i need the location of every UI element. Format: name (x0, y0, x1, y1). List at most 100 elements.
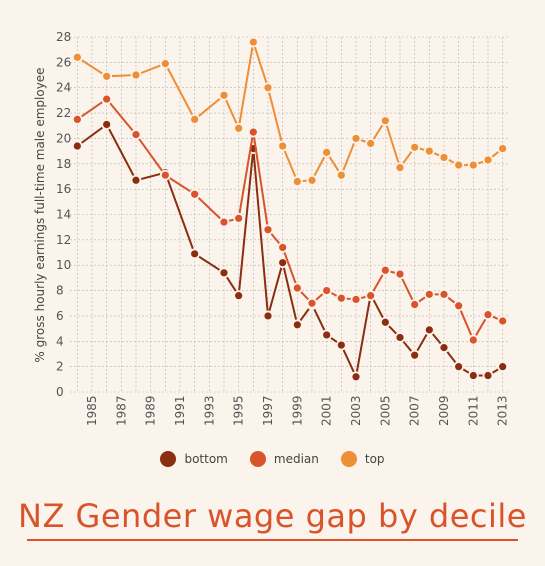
y-tick-label: 2 (56, 360, 64, 374)
data-point-median (423, 288, 435, 300)
x-tick-label: 1997 (261, 395, 275, 426)
x-tick-label: 1991 (173, 395, 187, 426)
data-point-top (394, 162, 406, 173)
data-point-top (467, 159, 479, 171)
data-point-top (306, 174, 318, 186)
data-point-bottom (394, 332, 406, 343)
data-point-top (497, 143, 509, 154)
data-point-median (467, 334, 479, 346)
chart-title: NZ Gender wage gap by decile (18, 497, 527, 535)
legend-swatch-bottom (160, 451, 177, 467)
data-point-top (453, 159, 465, 171)
data-point-top (482, 154, 494, 166)
data-point-top (159, 58, 171, 70)
data-point-bottom (233, 290, 245, 302)
x-tick-label: 2009 (437, 395, 451, 426)
data-point-bottom (497, 361, 509, 373)
data-point-median (189, 188, 201, 200)
x-tick-label: 1999 (290, 395, 304, 426)
data-point-median (262, 224, 274, 236)
legend-label-top: top (364, 452, 385, 466)
data-point-top (262, 82, 274, 94)
data-point-median (335, 292, 347, 304)
data-point-bottom (130, 174, 142, 186)
y-axis-label: % gross hourly earnings full-time male e… (33, 67, 47, 362)
title-underline (27, 539, 518, 541)
x-tick-label: 1993 (202, 395, 216, 426)
data-point-top (189, 114, 201, 125)
legend-swatch-top (340, 451, 357, 467)
data-point-median (233, 212, 245, 224)
y-tick-label: 0 (56, 385, 64, 399)
data-point-bottom (218, 267, 230, 279)
data-point-bottom (379, 316, 391, 328)
data-point-bottom (482, 370, 494, 381)
data-point-top (130, 69, 142, 81)
data-point-top (423, 145, 435, 157)
data-point-median (453, 300, 465, 312)
data-point-median (291, 282, 303, 294)
data-point-top (233, 122, 245, 134)
x-tick-label: 2011 (466, 395, 480, 426)
data-point-top (247, 36, 259, 48)
x-tick-label: 1995 (232, 395, 246, 426)
y-tick-label: 18 (56, 157, 71, 171)
data-point-top (409, 141, 421, 153)
y-tick-label: 20 (56, 131, 71, 145)
data-point-top (277, 140, 289, 152)
legend-item-median: median (249, 451, 319, 467)
legend-item-top: top (340, 451, 385, 467)
x-tick-label: 1987 (114, 395, 128, 426)
data-point-median (101, 93, 113, 105)
y-tick-label: 14 (56, 208, 71, 222)
data-point-top (350, 133, 362, 144)
data-point-median (409, 299, 421, 310)
y-tick-label: 12 (56, 233, 71, 247)
data-point-bottom (291, 319, 303, 331)
series-line-top (76, 41, 504, 183)
data-point-bottom (189, 248, 201, 260)
data-point-median (394, 268, 406, 280)
data-point-median (497, 315, 509, 327)
y-tick-label: 22 (56, 106, 71, 120)
data-point-median (306, 297, 318, 309)
data-point-median (365, 290, 377, 302)
y-tick-label: 16 (56, 182, 71, 196)
y-tick-label: 4 (56, 334, 64, 348)
data-point-bottom (321, 329, 333, 341)
legend: bottom median top (0, 451, 545, 467)
y-tick-label: 10 (56, 258, 71, 272)
data-point-median (218, 216, 230, 228)
y-tick-label: 6 (56, 309, 64, 323)
data-point-top (379, 115, 391, 127)
data-point-bottom (335, 339, 347, 351)
data-point-bottom (453, 361, 465, 373)
data-point-median (438, 288, 450, 300)
data-point-top (335, 169, 347, 181)
x-tick-label: 1989 (144, 395, 158, 426)
data-point-top (438, 152, 450, 163)
data-point-median (247, 126, 259, 138)
data-point-median (350, 294, 362, 305)
data-point-median (379, 264, 391, 276)
data-point-bottom (101, 119, 113, 130)
y-tick-label: 28 (56, 30, 71, 44)
data-point-top (218, 89, 230, 101)
data-point-median (277, 242, 289, 253)
x-tick-label: 2005 (378, 395, 392, 426)
legend-swatch-median (249, 451, 266, 467)
data-point-bottom (467, 370, 479, 381)
data-point-top (291, 176, 303, 187)
x-tick-label: 2001 (320, 395, 334, 426)
data-point-median (482, 309, 494, 321)
data-point-top (71, 51, 83, 63)
x-tick-label: 2013 (496, 395, 510, 426)
data-point-bottom (350, 371, 362, 383)
data-point-top (365, 138, 377, 149)
legend-item-bottom: bottom (160, 451, 228, 467)
data-point-bottom (423, 324, 435, 336)
data-point-median (321, 285, 333, 296)
x-tick-label: 2003 (349, 395, 363, 426)
